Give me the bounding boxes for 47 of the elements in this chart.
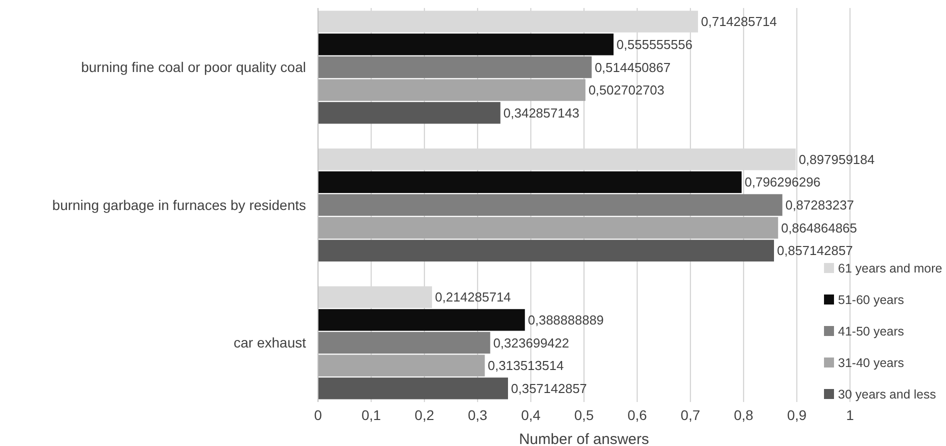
x-axis-title: Number of answers	[518, 431, 650, 446]
legend-label: 51-60 years	[838, 292, 904, 307]
data-label: 0,214285714	[435, 290, 511, 305]
x-tick-label: 0	[314, 407, 322, 423]
data-label: 0,897959184	[798, 152, 875, 167]
x-tick-label: 0,1	[361, 407, 382, 423]
x-tick-label: 0,6	[627, 407, 648, 423]
x-tick-label: 0,8	[734, 407, 754, 423]
legend-label: 61 years and more	[838, 261, 942, 276]
x-tick-label: 0,5	[574, 407, 594, 423]
legend-label: 41-50 years	[838, 324, 904, 338]
data-label: 0,313513514	[488, 358, 564, 374]
data-label: 0,87283237	[785, 198, 854, 213]
data-label: 0,514450867	[594, 60, 671, 75]
x-tick-label: 0,4	[521, 407, 541, 423]
x-tick-label: 0,3	[468, 407, 488, 423]
bar	[318, 34, 614, 56]
bar	[318, 354, 485, 376]
data-label: 0,555555556	[616, 36, 692, 52]
data-label: 0,342857143	[503, 105, 580, 120]
bar	[318, 171, 742, 194]
data-label: 0,388888889	[528, 312, 604, 328]
data-label: 0,714285714	[701, 14, 777, 30]
data-label: 0,502702703	[588, 82, 664, 98]
bar	[318, 216, 778, 239]
y-tick-label: burning fine coal or poor quality coal	[81, 59, 306, 76]
data-label: 0,323699422	[493, 335, 570, 350]
x-tick-label: 1	[846, 407, 854, 423]
bar	[318, 240, 774, 262]
data-label: 0,857142857	[777, 243, 853, 258]
x-tick-label: 0,2	[414, 407, 434, 423]
data-label: 0,357142857	[511, 380, 587, 396]
bar	[318, 79, 586, 101]
bar	[318, 332, 490, 354]
bar	[318, 194, 782, 216]
bar	[318, 309, 525, 331]
y-tick-label: burning garbage in furnaces by residents	[52, 196, 306, 213]
bar	[318, 102, 500, 124]
x-tick-label: 0,7	[680, 407, 700, 423]
bar	[318, 378, 508, 400]
legend-label: 31-40 years	[838, 356, 904, 370]
data-label: 0,796296296	[744, 174, 821, 190]
y-tick-label: car exhaust	[234, 334, 306, 351]
x-tick-label: 0,9	[787, 407, 807, 423]
legend-label: 30 years and less	[838, 387, 936, 402]
bar	[318, 56, 592, 78]
data-label: 0,864864865	[781, 220, 858, 236]
